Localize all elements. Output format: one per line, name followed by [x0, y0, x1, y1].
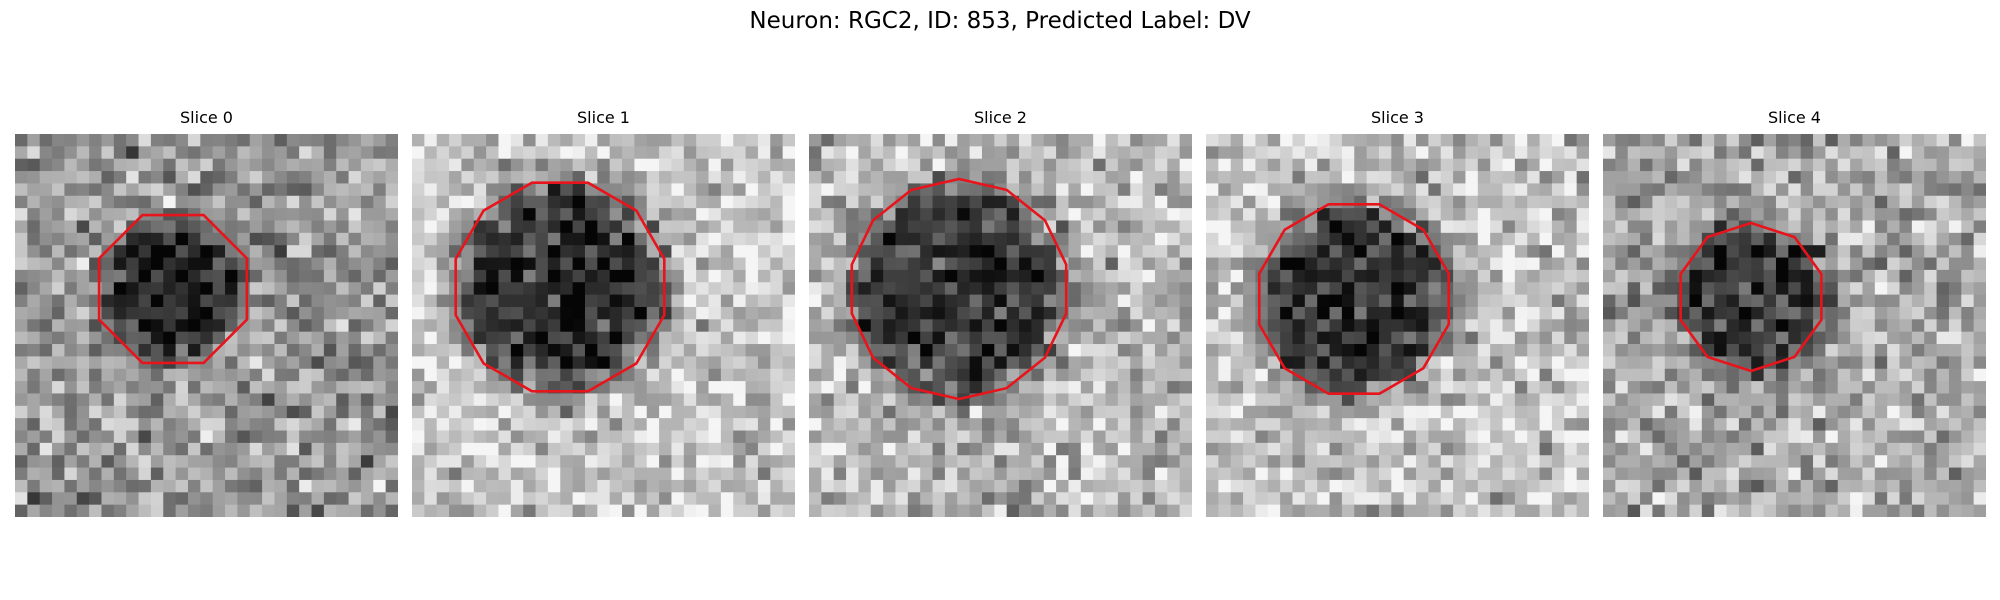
cell-contour — [97, 213, 249, 365]
slice-image-3 — [1206, 134, 1589, 517]
slice-panel-4: Slice 4 — [1603, 108, 1986, 517]
slice-title: Slice 2 — [974, 108, 1027, 127]
pixel-grid — [412, 134, 795, 517]
slice-image-4 — [1603, 134, 1986, 517]
slice-title: Slice 4 — [1768, 108, 1821, 127]
pixel-grid — [15, 134, 398, 517]
slice-panel-3: Slice 3 — [1206, 108, 1589, 517]
cell-contour — [1679, 221, 1823, 373]
slice-title: Slice 0 — [180, 108, 233, 127]
slice-panel-2: Slice 2 — [809, 108, 1192, 517]
slice-title: Slice 3 — [1371, 108, 1424, 127]
figure-title: Neuron: RGC2, ID: 853, Predicted Label: … — [749, 8, 1251, 34]
slice-panel-0: Slice 0 — [15, 108, 398, 517]
slice-image-1 — [412, 134, 795, 517]
slice-panel-1: Slice 1 — [412, 108, 795, 517]
cell-contour — [850, 177, 1068, 401]
slice-image-2 — [809, 134, 1192, 517]
slice-title: Slice 1 — [577, 108, 630, 127]
cell-contour — [1257, 203, 1450, 396]
pixel-grid — [1206, 134, 1589, 517]
pixel-grid — [1603, 134, 1986, 517]
pixel-grid — [809, 134, 1192, 517]
slice-image-0 — [15, 134, 398, 517]
cell-contour — [454, 181, 666, 393]
